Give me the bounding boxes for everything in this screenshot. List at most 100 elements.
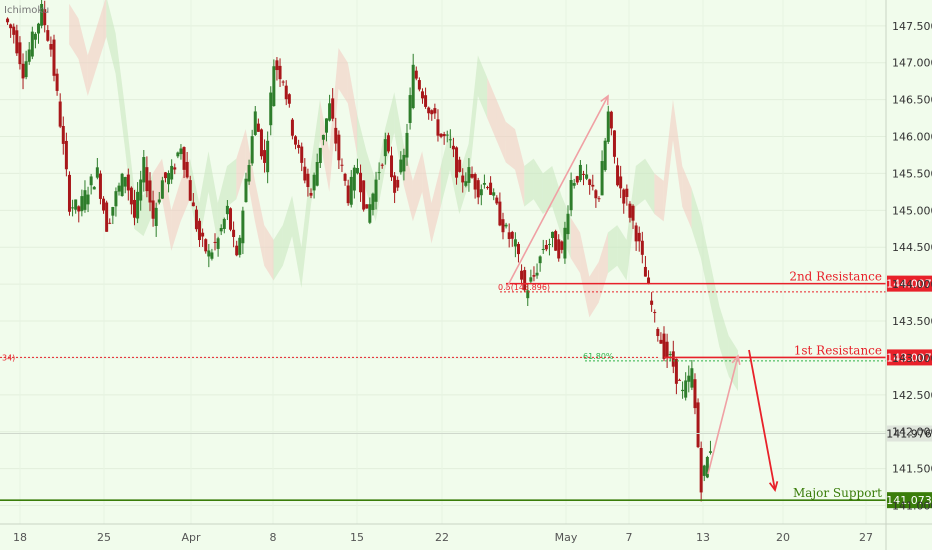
candle-body — [476, 180, 480, 198]
candle-body — [541, 249, 545, 251]
price-tick-label: 142.000 — [892, 426, 932, 439]
candle-body — [188, 180, 192, 201]
candle-body — [349, 176, 353, 205]
candle-body — [198, 220, 202, 241]
candle-body — [225, 205, 229, 215]
price-tick-label: 147.000 — [892, 57, 932, 70]
cloud-segment — [542, 166, 553, 215]
candle-body — [575, 176, 579, 183]
candle-body — [377, 172, 381, 174]
candle-body — [520, 270, 524, 280]
candle-body — [269, 92, 273, 126]
candle-body — [708, 451, 712, 453]
candle-body — [105, 202, 109, 232]
cloud-segment — [477, 55, 488, 119]
cloud-segment — [700, 217, 711, 303]
candle-body — [52, 39, 56, 76]
candle-body — [114, 191, 118, 207]
candle-body — [687, 375, 691, 382]
current-price-label: 141.976 — [886, 428, 932, 441]
candle-body — [160, 180, 164, 199]
rally-arrow — [505, 95, 609, 290]
candles — [6, 0, 712, 502]
candle-body — [204, 239, 208, 252]
cloud-segment — [171, 180, 181, 251]
candle-body — [693, 379, 697, 409]
candle-body — [566, 213, 570, 235]
cloud-segment — [654, 173, 664, 222]
cloud-segment — [440, 129, 451, 207]
candle-body — [501, 219, 505, 233]
candle-body — [411, 64, 415, 109]
candle-body — [597, 198, 601, 200]
candle-body — [263, 150, 267, 163]
candle-body — [594, 190, 598, 199]
price-tick-label: 144.500 — [892, 241, 932, 254]
candle-body — [167, 172, 171, 185]
candle-body — [467, 167, 471, 183]
candle-body — [448, 139, 452, 141]
candle-body — [194, 209, 198, 230]
cloud-segment — [347, 62, 358, 155]
cloud-segment — [607, 225, 618, 274]
cloud-segment — [635, 158, 646, 207]
rally-arrow-head — [600, 94, 609, 106]
candle-body — [640, 240, 644, 255]
candle-body — [544, 244, 548, 250]
candle-body — [324, 118, 328, 133]
cloud-segment — [375, 129, 385, 222]
cloud-segment — [691, 188, 701, 259]
candle-body — [510, 231, 514, 239]
candle-body — [80, 196, 84, 212]
candle-body — [27, 49, 31, 62]
cloud-segment — [338, 47, 348, 104]
cloud-segment — [431, 166, 441, 244]
grid — [0, 25, 886, 507]
candle-body — [402, 154, 406, 172]
candle-body — [643, 266, 647, 277]
candle-body — [433, 108, 437, 114]
candle-body — [671, 351, 675, 367]
candle-body — [439, 133, 443, 137]
candle-body — [238, 237, 242, 255]
candle-body — [492, 192, 496, 196]
cloud-segment — [357, 114, 367, 192]
cloud-segment — [682, 166, 692, 229]
candle-body — [557, 239, 561, 259]
candle-body — [523, 270, 527, 291]
cloud-segment — [78, 18, 88, 96]
candle-body — [256, 123, 260, 132]
candle-body — [173, 167, 177, 170]
candle-body — [674, 358, 678, 384]
candle-body — [64, 140, 68, 170]
candle-body — [569, 180, 573, 211]
candle-body — [420, 91, 424, 99]
candle-body — [653, 312, 657, 314]
candle-body — [684, 380, 688, 398]
price-tick-label: 142.500 — [892, 389, 932, 402]
candle-body — [102, 198, 106, 211]
level-price-label: 141.073 — [886, 494, 932, 507]
candle-body — [581, 173, 585, 175]
candle-body — [572, 183, 576, 186]
candle-body — [486, 187, 490, 189]
candle-body — [40, 3, 44, 26]
cloud-segment — [672, 99, 683, 207]
cloud-segment — [162, 158, 172, 251]
candle-body — [408, 95, 412, 123]
candle-body — [259, 129, 263, 157]
candle-body — [464, 181, 468, 186]
candle-body — [24, 61, 28, 78]
bounce-arrow-head — [731, 354, 741, 365]
drop-arrow — [748, 349, 776, 491]
level-name: 2nd Resistance — [789, 270, 882, 284]
candle-body — [297, 144, 301, 148]
candle-body — [111, 206, 115, 216]
candle-body — [461, 175, 465, 183]
candle-body — [498, 201, 502, 226]
candle-body — [482, 182, 486, 185]
cloud-segment — [728, 335, 738, 392]
time-tick-label: 15 — [350, 531, 364, 544]
candle-body — [705, 456, 709, 478]
